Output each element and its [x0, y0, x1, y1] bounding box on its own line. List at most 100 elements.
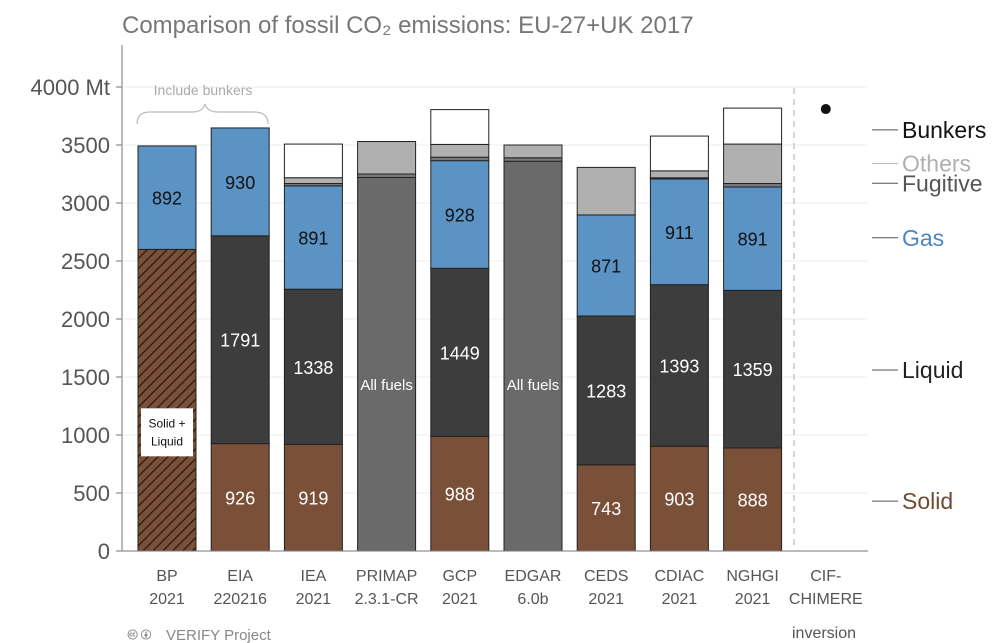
bars-group — [137, 104, 831, 552]
all-fuels-label: All fuels — [360, 377, 413, 394]
x-tick-label: 2.3.1-CR — [355, 591, 419, 608]
bar-fugitive — [503, 157, 563, 162]
y-tick-label: 1000 — [61, 423, 110, 448]
bar-solid — [723, 447, 783, 552]
x-tick-label: 2021 — [662, 591, 698, 608]
y-tick-label: 500 — [73, 481, 110, 506]
x-tick-label: GCP — [442, 568, 477, 585]
legend-label-others: Others — [902, 151, 971, 177]
bar-solid — [210, 443, 270, 552]
solid-value-label: 988 — [445, 485, 475, 505]
x-tick-label: 2021 — [296, 591, 332, 608]
solid-value-label: 743 — [591, 499, 621, 519]
legend-label-fugitive: Fugitive — [902, 170, 983, 196]
x-tick-label: PRIMAP — [356, 568, 417, 585]
bar-others — [430, 143, 490, 158]
gas-value-label: 911 — [665, 223, 694, 243]
solid-value-label: 926 — [225, 488, 255, 508]
x-tick-label: 2021 — [735, 591, 771, 608]
y-tick-label: 4000 Mt — [31, 75, 111, 100]
liquid-value-label: 1791 — [220, 331, 260, 351]
inversion-point — [820, 104, 831, 115]
bar-gas — [430, 160, 490, 269]
gas-value-label: 891 — [298, 229, 328, 249]
y-tick-label: 0 — [98, 539, 110, 564]
footer-project: VERIFY Project — [166, 627, 272, 643]
bar-others — [723, 143, 783, 185]
x-tick-label: NGHGI — [726, 568, 778, 585]
liquid-value-label: 1449 — [440, 343, 480, 363]
bar-gas — [723, 186, 783, 291]
x-tick-label: IEA — [301, 568, 327, 585]
bar-others — [576, 166, 636, 216]
solid-value-label: 903 — [664, 490, 694, 510]
bar-liquid — [649, 284, 709, 447]
bar-liquid — [576, 315, 636, 466]
bar-others — [283, 177, 343, 185]
y-tick-label: 3000 — [61, 191, 110, 216]
cc-license-icons: 🅭 🅯 — [127, 627, 151, 643]
axes-group: 0 500 1000 1500 2000 2500 3000 3500 4000 Mt BP 202… — [31, 45, 868, 608]
x-tick-label: CDIAC — [655, 568, 705, 585]
solid-liquid-label: Liquid — [151, 434, 183, 448]
bar-liquid — [210, 235, 270, 445]
gas-value-label: 891 — [738, 230, 768, 250]
bar-gas — [576, 214, 636, 317]
gas-value-label: 871 — [591, 256, 621, 276]
bar-fugitive — [723, 183, 783, 188]
x-tick-label: EDGAR — [505, 568, 562, 585]
solid-liquid-label-box — [141, 408, 193, 457]
solid-value-label: 919 — [298, 489, 328, 509]
y-tick-label: 3500 — [61, 133, 110, 158]
inversion-subcaption: inversion — [792, 625, 856, 642]
solid-liquid-label: Solid + — [148, 416, 185, 430]
bar-liquid — [723, 289, 783, 449]
bar-bunkers — [649, 135, 709, 172]
bar-gas — [137, 145, 197, 250]
legend-label-solid: Solid — [902, 488, 953, 514]
y-tick-label: 1500 — [61, 365, 110, 390]
bar-liquid — [430, 267, 490, 437]
bar-gas — [649, 178, 709, 286]
bar-all-fuels — [357, 176, 417, 552]
liquid-value-label: 1359 — [733, 360, 773, 380]
x-tick-label: 2021 — [588, 591, 624, 608]
x-tick-label: CIF- — [810, 568, 841, 585]
bar-solid-liquid — [137, 248, 197, 552]
bar-others — [649, 170, 709, 179]
value-labels-group: Solid + Liquid 892 926 1791 930 919 1338 891 All … — [141, 173, 773, 519]
footer: 🅭 🅯 VERIFY Project — [127, 627, 272, 643]
bar-bunkers — [430, 109, 490, 145]
bar-others — [357, 141, 417, 175]
bar-solid — [576, 464, 636, 552]
all-fuels-label: All fuels — [507, 377, 560, 394]
x-tick-label: CHIMERE — [789, 591, 863, 608]
bar-others — [503, 144, 563, 159]
bar-gas — [210, 127, 270, 237]
solid-value-label: 888 — [738, 490, 768, 510]
bar-all-fuels — [503, 160, 563, 552]
y-tick-label: 2000 — [61, 307, 110, 332]
bar-solid — [430, 435, 490, 552]
y-tick-label: 2500 — [61, 249, 110, 274]
legend-label-gas: Gas — [902, 225, 944, 251]
liquid-value-label: 1338 — [293, 358, 333, 378]
bar-fugitive — [430, 156, 490, 162]
bar-solid — [283, 443, 343, 552]
x-tick-label: 2021 — [442, 591, 478, 608]
gas-value-label: 892 — [152, 189, 182, 209]
include-bunkers-annotation: Include bunkers — [154, 82, 253, 98]
legend-label-bunkers: Bunkers — [902, 117, 986, 143]
x-tick-label: 220216 — [214, 591, 267, 608]
x-tick-label: 6.0b — [517, 591, 548, 608]
bar-bunkers — [723, 107, 783, 145]
bar-bunkers — [283, 143, 343, 179]
x-tick-label: 2021 — [149, 591, 185, 608]
legend-label-liquid: Liquid — [902, 357, 963, 383]
x-tick-label: EIA — [227, 568, 253, 585]
gas-value-label: 928 — [445, 205, 475, 225]
chart-title: Comparison of fossil CO₂ emissions: EU-2… — [122, 12, 694, 39]
x-tick-label: CEDS — [584, 568, 628, 585]
